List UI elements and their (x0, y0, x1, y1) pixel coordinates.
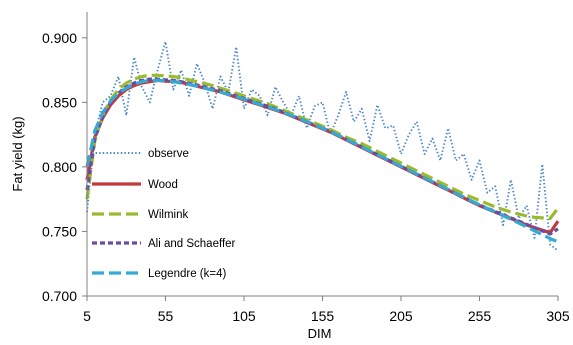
y-tick-label: 0.800 (42, 159, 77, 175)
x-tick-label: 55 (158, 308, 174, 324)
y-tick-label: 0.850 (42, 94, 77, 110)
legend: observe Wood Wilmink Ali and Schaeffer Legen… (92, 148, 236, 280)
y-axis-title: Fat yield (kg) (10, 116, 25, 191)
series-line-0 (86, 40, 559, 252)
y-tick-label: 0.750 (42, 223, 77, 239)
legend-label-2: Wilmink (148, 209, 188, 221)
series-line-4 (85, 78, 559, 244)
legend-label-0: observe (148, 148, 189, 160)
x-tick-label: 255 (468, 308, 492, 324)
series-layer (85, 40, 560, 252)
y-tick-label: 0.900 (42, 30, 77, 46)
x-tick-label: 155 (311, 308, 335, 324)
legend-label-1: Wood (148, 179, 178, 191)
x-tick-label: 305 (546, 308, 570, 324)
x-tick-label: 205 (389, 308, 413, 324)
series-line-3 (85, 77, 559, 236)
x-axis-title: DIM (308, 326, 332, 341)
y-tick-label: 0.700 (42, 288, 77, 304)
legend-label-3: Ali and Schaeffer (148, 238, 236, 250)
x-tick-label: 5 (83, 308, 91, 324)
x-tick-label: 105 (232, 308, 256, 324)
legend-label-4: Legendre (k=4) (148, 268, 226, 280)
series-line-2 (85, 73, 560, 221)
